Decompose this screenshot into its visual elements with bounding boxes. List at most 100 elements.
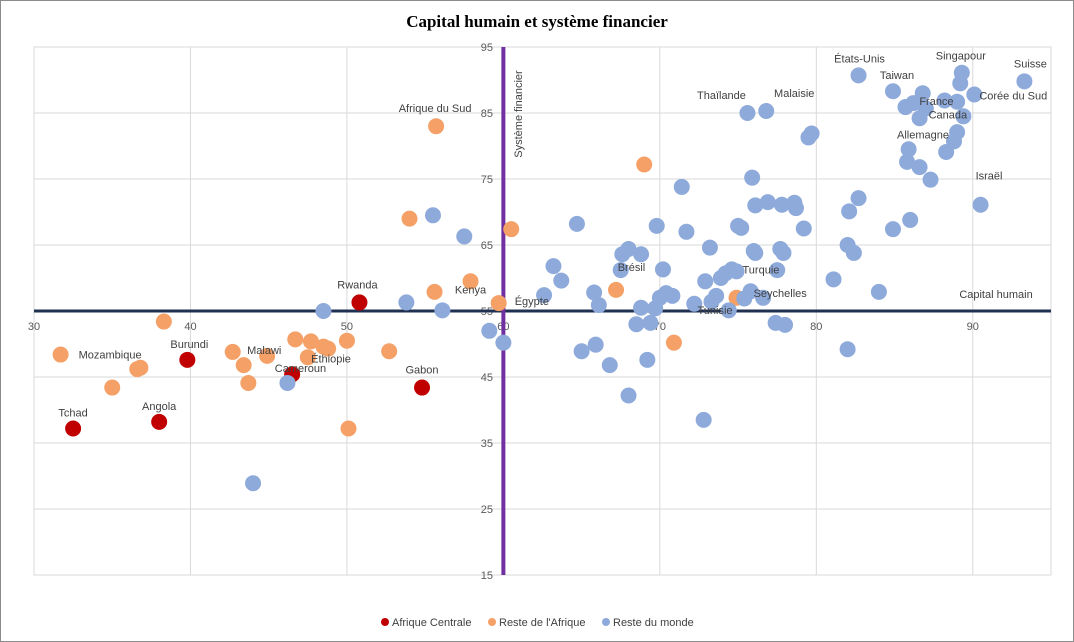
y-tick-label: 25 [481,504,493,516]
point-reste-de-l-afrique [299,349,316,366]
point-reste-du-monde [972,196,989,213]
point-reste-de-l-afrique [665,334,682,351]
x-axis-label: Capital humain [959,289,1032,301]
point-reste-du-monde [481,322,498,339]
point-reste-du-monde [728,263,745,280]
data-label: Corée du Sud [979,91,1047,103]
legend-marker [488,618,496,626]
point-reste-de-l-afrique [302,333,319,350]
x-tick-label: 30 [28,321,40,333]
point-reste-du-monde [955,108,972,125]
y-axis-label: Système financier [513,70,525,158]
point-reste-du-monde [424,207,441,224]
point-reste-de-l-afrique [462,273,479,290]
point-reste-du-monde [914,85,931,102]
point-reste-du-monde [899,153,916,170]
data-label: France [919,96,953,108]
data-label: Brésil [618,262,646,274]
point-reste-du-monde [936,92,953,109]
legend-label: Reste de l'Afrique [499,617,585,629]
point-reste-de-l-afrique [636,156,653,173]
point-reste-du-monde [586,284,603,301]
point-reste-du-monde [769,262,786,279]
point-reste-du-monde [884,221,901,238]
point-reste-du-monde [949,124,966,141]
point-reste-du-monde [773,196,790,213]
point-reste-du-monde [456,228,473,245]
chart-title: Capital humain et système financier [406,12,668,31]
data-label: États-Unis [834,52,885,65]
point-reste-du-monde [633,299,650,316]
point-reste-du-monde [654,261,671,278]
data-label: Rwanda [337,279,378,291]
point-reste-du-monde [536,287,553,304]
center-axes [34,47,1051,575]
point-reste-du-monde [434,302,451,319]
point-reste-du-monde [739,105,756,121]
point-reste-de-l-afrique [104,379,121,396]
point-reste-du-monde [678,223,695,240]
data-label: Cameroun [275,363,326,375]
legend-label: Afrique Centrale [392,617,472,629]
point-reste-du-monde [900,141,917,158]
point-reste-du-monde [1016,73,1033,90]
point-reste-du-monde [966,86,983,103]
point-afrique-centrale [151,413,168,430]
point-reste-de-l-afrique [287,331,304,348]
y-tick-label: 45 [481,372,493,384]
point-reste-du-monde [747,197,764,214]
point-reste-du-monde [841,203,858,220]
point-reste-du-monde [922,171,939,188]
data-label: Turquie [743,264,780,276]
point-reste-du-monde [803,125,820,142]
point-reste-du-monde [720,302,737,319]
data-label: Suisse [1014,58,1047,70]
legend-label: Reste du monde [613,617,694,629]
data-label: Malawi [247,345,281,357]
point-reste-de-l-afrique [340,420,357,437]
point-reste-du-monde [686,295,703,312]
point-reste-du-monde [664,287,681,304]
data-label: Singapour [936,51,986,63]
point-reste-du-monde [755,289,772,306]
point-reste-du-monde [953,64,970,81]
data-label: Seychelles [754,288,808,300]
point-reste-du-monde [590,297,607,314]
point-reste-du-monde [759,194,776,211]
data-label: Afrique du Sud [399,103,472,115]
x-tick-label: 90 [967,321,979,333]
point-reste-de-l-afrique [52,346,69,363]
point-reste-du-monde [315,303,332,319]
point-reste-du-monde [620,240,637,257]
point-reste-du-monde [775,244,792,261]
point-reste-du-monde [825,271,842,288]
point-reste-du-monde [245,475,262,492]
point-reste-du-monde [701,239,718,256]
y-tick-label: 85 [481,108,493,120]
data-label: Malaisie [774,88,814,100]
point-reste-de-l-afrique [338,332,355,349]
point-reste-de-l-afrique [401,210,418,227]
point-reste-de-l-afrique [426,283,443,300]
point-reste-de-l-afrique [132,359,149,376]
point-reste-du-monde [697,273,714,290]
data-label: Allemagne [897,129,949,141]
point-reste-du-monde [850,67,867,84]
data-points [52,64,1033,492]
data-label: Angola [142,401,177,413]
point-reste-du-monde [884,83,901,100]
data-label: Égypte [515,295,549,308]
data-label: Kenya [455,284,487,296]
point-reste-du-monde [279,374,296,391]
point-reste-de-l-afrique [259,347,276,364]
point-reste-du-monde [777,316,794,333]
point-reste-du-monde [845,244,862,261]
legend-marker [602,618,610,626]
point-afrique-centrale [414,379,431,396]
legend: Afrique Centrale Reste de l'Afrique Reste … [381,617,694,629]
point-reste-du-monde [573,343,590,360]
x-tick-label: 80 [810,321,822,333]
point-reste-du-monde [747,244,764,261]
point-reste-du-monde [708,287,725,304]
